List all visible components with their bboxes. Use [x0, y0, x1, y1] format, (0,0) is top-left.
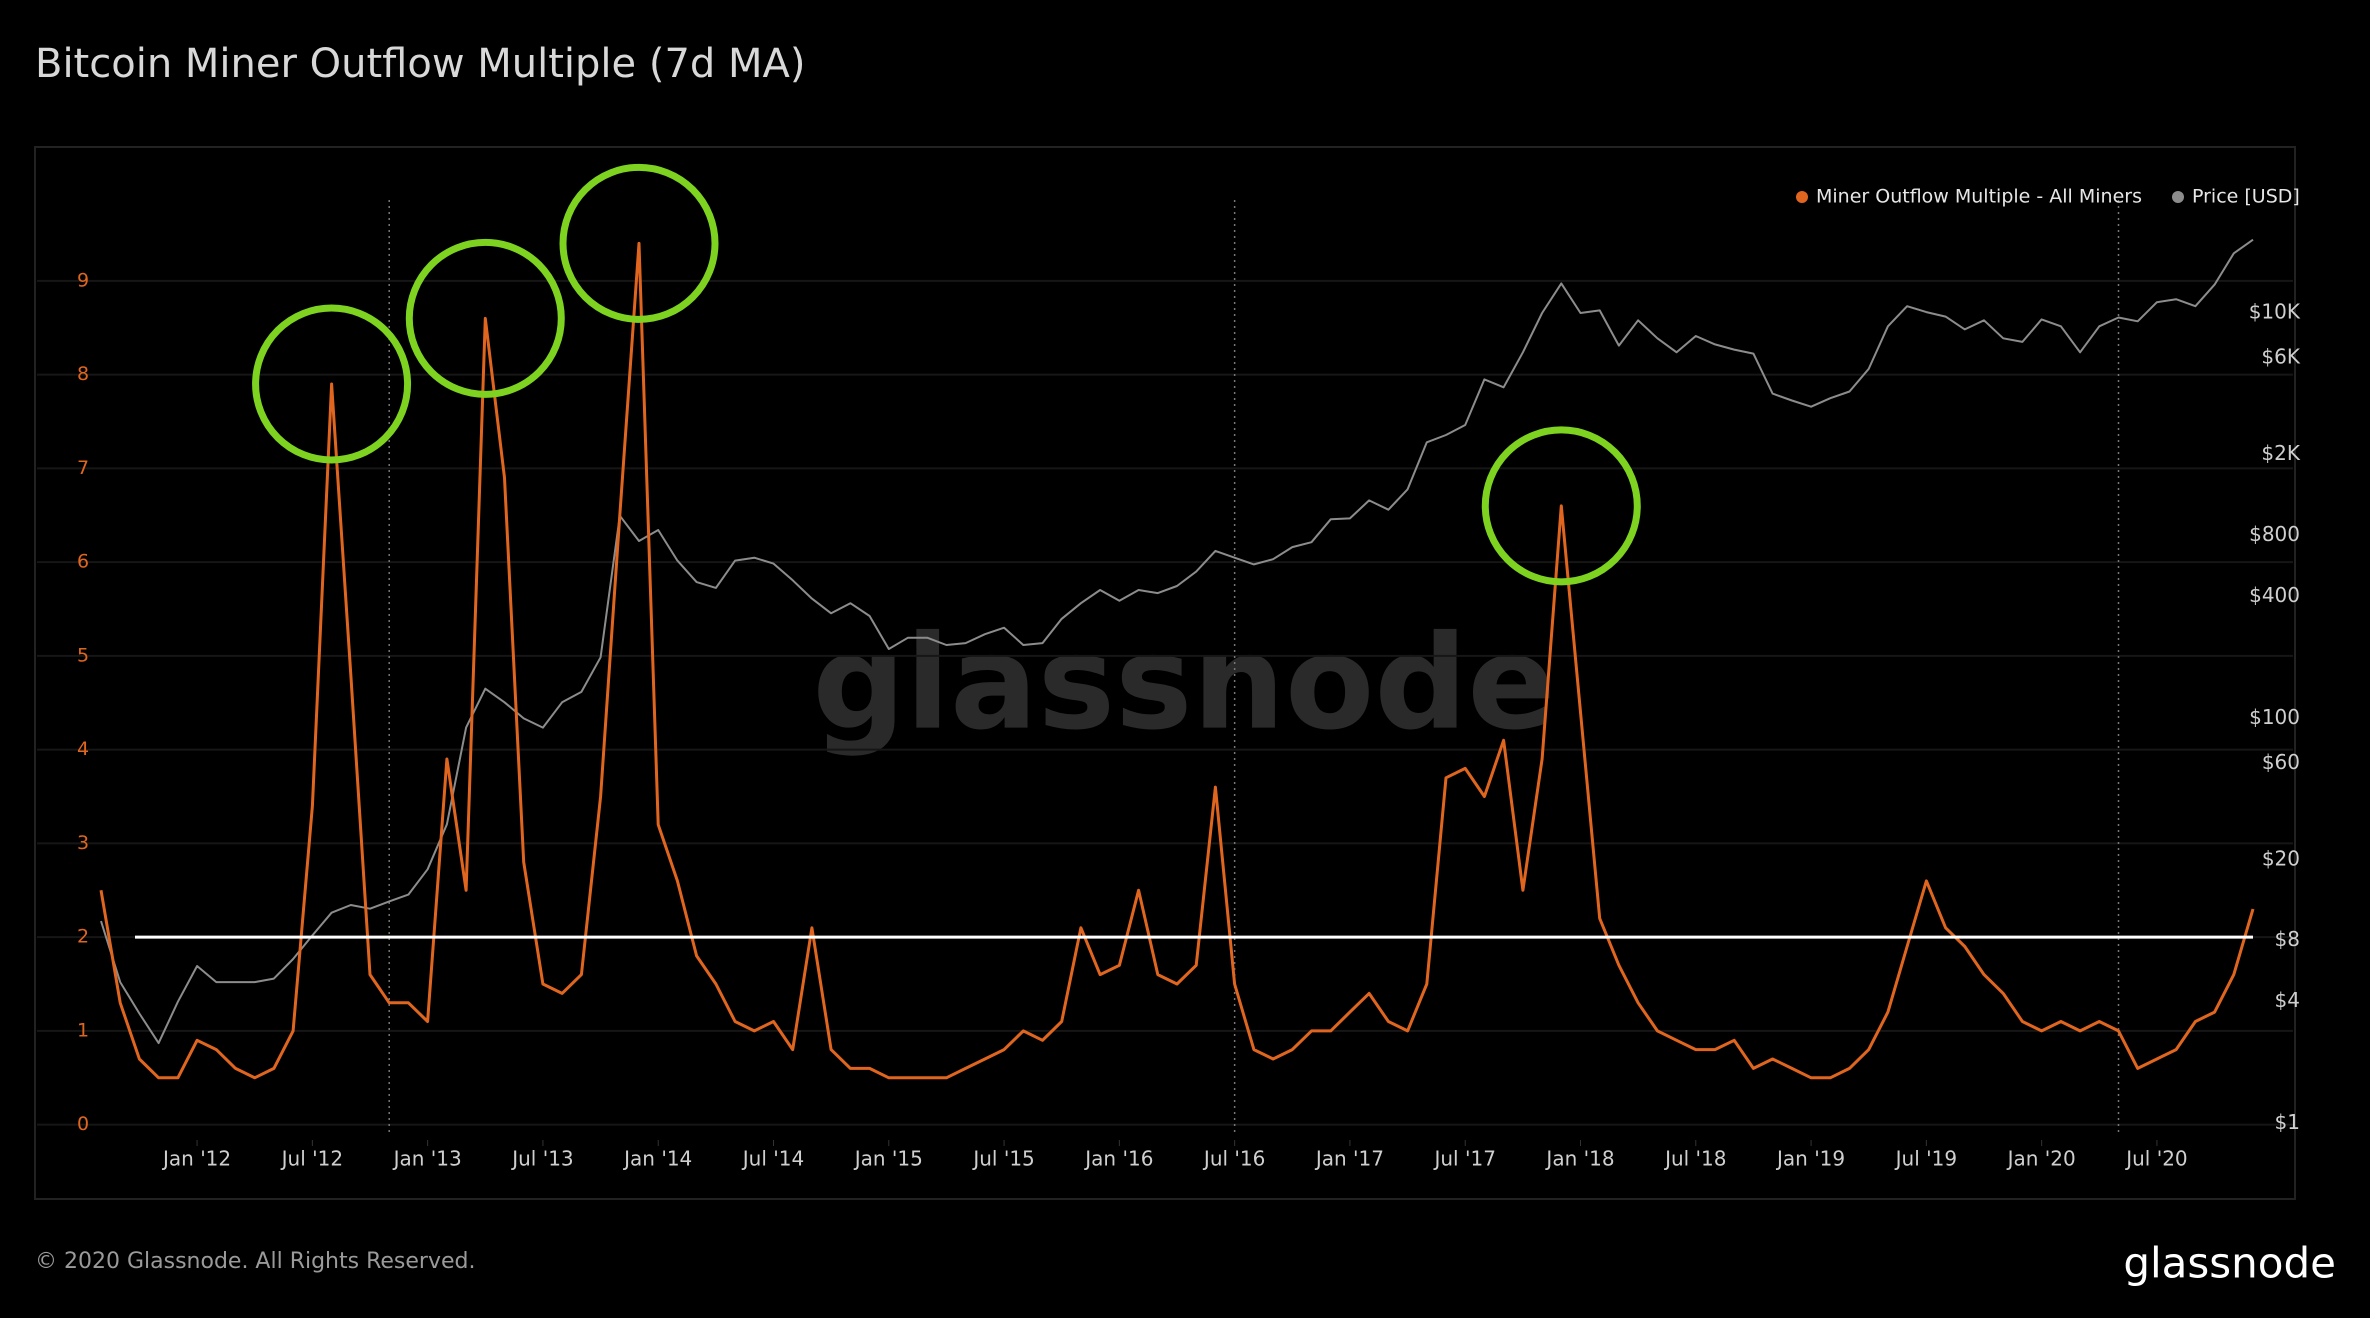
legend-marker [1796, 191, 1808, 203]
x-tick-label: Jan '16 [1083, 1147, 1153, 1171]
x-tick-label: Jan '12 [161, 1147, 231, 1171]
x-tick-label: Jan '19 [1775, 1147, 1845, 1171]
watermark: glassnode [812, 607, 1555, 759]
y2-tick-label: $2K [2261, 441, 2300, 465]
y-tick-label: 9 [77, 269, 89, 291]
legend-label: Price [USD] [2192, 186, 2300, 208]
highlight-circle [252, 304, 412, 464]
x-tick-label: Jul '15 [971, 1147, 1034, 1171]
footer-logo: glassnode [2123, 1239, 2336, 1288]
y-tick-label: 0 [77, 1113, 89, 1135]
y-tick-label: 3 [77, 832, 89, 854]
y2-tick-label: $1 [2275, 1110, 2300, 1134]
series-line [100, 238, 2254, 1045]
highlight-circle [1481, 426, 1641, 586]
x-tick-label: Jan '13 [392, 1147, 462, 1171]
x-tick-label: Jan '17 [1314, 1147, 1384, 1171]
x-tick-label: Jul '13 [510, 1147, 573, 1171]
y-tick-label: 5 [77, 644, 89, 666]
x-tick-label: Jul '18 [1663, 1147, 1726, 1171]
x-tick-label: Jul '12 [280, 1147, 343, 1171]
x-tick-label: Jan '14 [622, 1147, 692, 1171]
x-tick-label: Jul '16 [1202, 1147, 1265, 1171]
y-tick-label: 7 [77, 457, 89, 479]
highlight-circle [405, 238, 565, 398]
highlight-circle [559, 163, 719, 323]
y2-tick-label: $4 [2275, 988, 2300, 1012]
x-tick-label: Jul '14 [741, 1147, 804, 1171]
y2-tick-label: $8 [2275, 927, 2300, 951]
y2-tick-label: $20 [2262, 847, 2300, 871]
y-tick-label: 1 [77, 1019, 89, 1041]
x-tick-label: Jul '17 [1432, 1147, 1495, 1171]
y-tick-label: 8 [77, 363, 89, 385]
y-tick-label: 4 [77, 738, 89, 760]
y2-tick-label: $800 [2249, 522, 2300, 546]
chart-title: Bitcoin Miner Outflow Multiple (7d MA) [35, 41, 806, 87]
y-tick-label: 6 [77, 551, 89, 573]
x-tick-label: Jan '18 [1544, 1147, 1614, 1171]
y2-tick-label: $60 [2262, 750, 2300, 774]
y2-tick-label: $10K [2249, 299, 2301, 323]
plot-frame [34, 146, 2296, 1200]
legend-label: Miner Outflow Multiple - All Miners [1816, 186, 2142, 208]
y2-tick-label: $400 [2249, 583, 2300, 607]
legend-marker [2172, 191, 2184, 203]
y2-tick-label: $6K [2261, 344, 2300, 368]
x-tick-label: Jul '19 [1894, 1147, 1957, 1171]
y2-tick-label: $100 [2249, 705, 2300, 729]
series-line [99, 241, 2255, 1080]
y-tick-label: 2 [77, 926, 89, 948]
x-tick-label: Jul '20 [2124, 1147, 2187, 1171]
x-tick-label: Jan '20 [2006, 1147, 2076, 1171]
footer-copyright: © 2020 Glassnode. All Rights Reserved. [35, 1249, 475, 1274]
x-tick-label: Jan '15 [853, 1147, 923, 1171]
